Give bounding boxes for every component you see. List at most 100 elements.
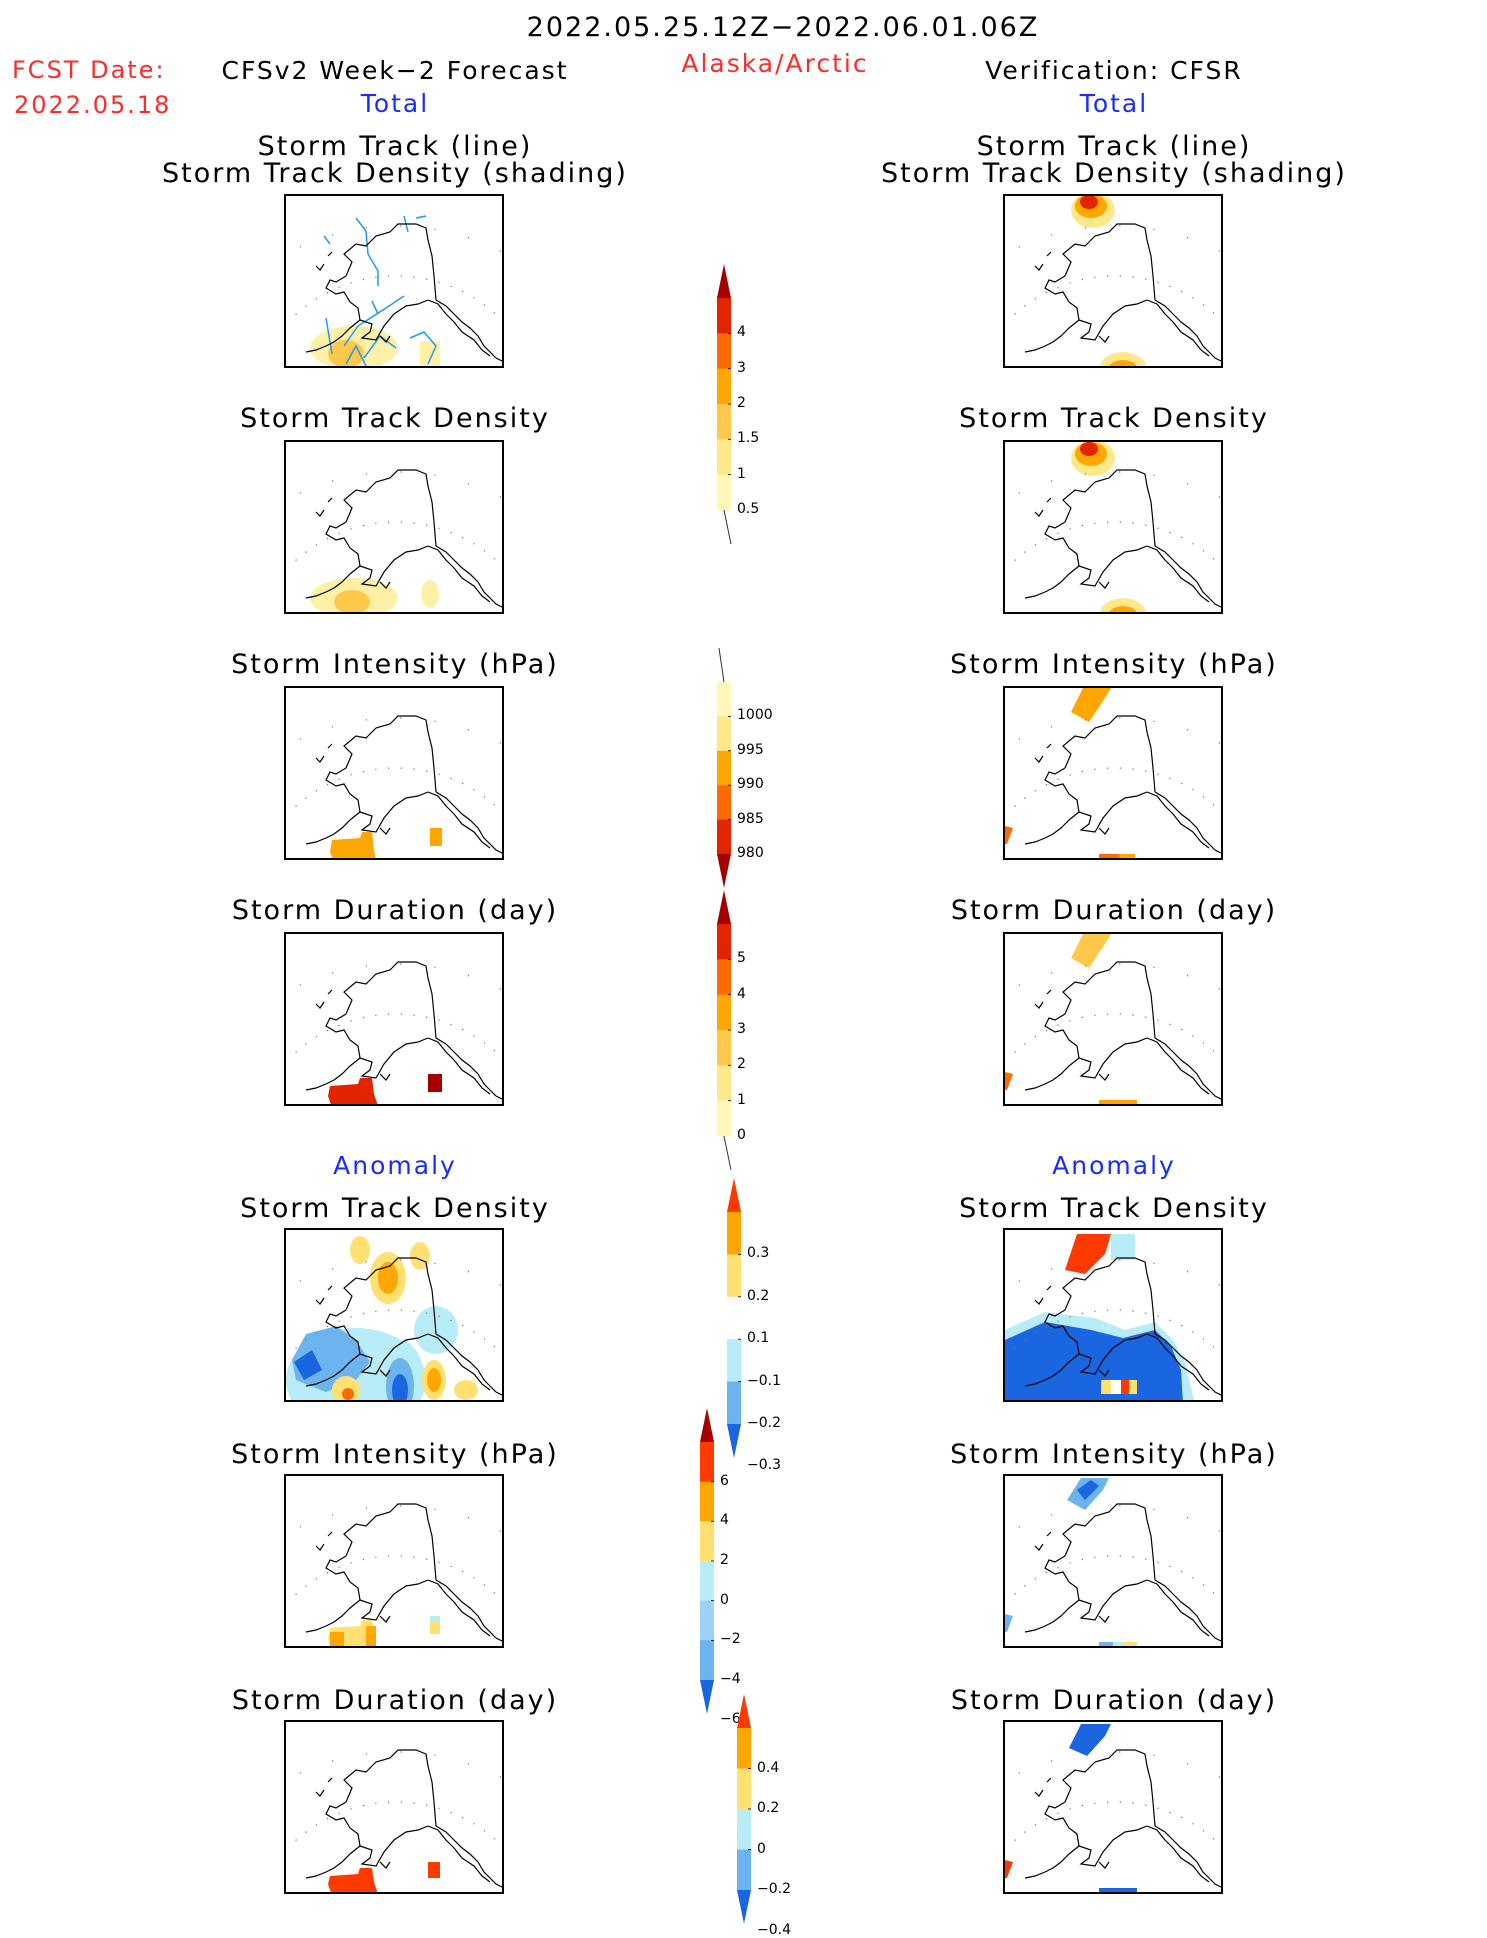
graticule-dot [1024,797,1026,799]
graticule-dot [331,1514,334,1516]
right-duration-title: Storm Duration (day) [950,895,1278,926]
coastline [379,335,391,343]
graticule-dot [295,313,297,315]
colorbar-box [700,1442,714,1483]
colorbar-box [717,1065,731,1102]
coastline [427,731,437,793]
graticule-dot [1084,1261,1087,1263]
colorbar-bottom-arrow [700,1680,714,1714]
coastline [427,545,491,603]
graticule-dot [413,1014,415,1016]
colorbar-tick-label: 0 [737,1127,746,1143]
graticule-dot [350,528,352,530]
graticule-dot [1024,1831,1026,1833]
graticule-dot [1181,1028,1183,1031]
graticule-dot [499,1776,501,1778]
graticule-dot [426,1558,428,1560]
coastline [1024,1057,1080,1091]
coastline [427,791,491,849]
graticule-dot [413,522,415,524]
coastline [315,263,325,271]
graticule-dot [1169,1319,1171,1322]
graticule-dot [438,1019,440,1021]
graticule-dot [438,1561,440,1563]
graticule-dot [499,1530,501,1532]
graticule-dot [338,532,340,534]
colorbar-tick-label: 3 [737,1021,746,1037]
graticule-dot [1034,544,1037,546]
graticule-dot [1034,298,1037,300]
graticule-dot [331,1760,334,1762]
alaska-outline [1014,1503,1223,1642]
colorbar-tick-label: 2 [720,1552,729,1568]
colorbar-box [737,1849,751,1891]
graticule-dot [1222,1601,1223,1602]
coastline [1034,263,1044,271]
graticule-dot [1045,537,1048,540]
graticule-dot [1119,225,1121,227]
graticule-dot [1018,984,1020,986]
graticule-dot [1034,1824,1037,1826]
coastline [325,767,429,833]
graticule-dot [1094,1802,1096,1804]
graticule-dot [305,1585,307,1587]
coastline [1098,1861,1110,1869]
coastline [1062,469,1148,523]
graticule-dot [503,1059,504,1060]
coastline [305,319,361,353]
graticule-dot [305,551,307,553]
shading [1071,442,1147,612]
right-density-title: Storm Track Density [959,403,1269,434]
graticule-dot [1069,1562,1071,1564]
alaska-outline [295,223,502,362]
graticule-dot [438,527,440,529]
colorbar-box [737,1809,751,1850]
left-track-shading-title: Storm Track Density (shading) [162,158,628,189]
colorbar-top-arrow [717,264,731,298]
graticule-dot [1212,1346,1215,1348]
graticule-dot [365,719,368,721]
graticule-dot [338,1024,340,1026]
graticule-dot [299,1280,301,1282]
graticule-dot [1014,1051,1016,1053]
coastline [325,1801,429,1867]
graticule-dot [1018,246,1020,248]
shading [330,828,442,858]
graticule-dot [1106,1555,1109,1557]
graticule-dot [295,1839,297,1841]
graticule-dot [434,474,436,476]
coastline [427,977,437,1039]
graticule-dot [1157,1315,1159,1317]
graticule-dot [1181,1816,1183,1819]
colorbar-density-total: 4 3 2 1.5 1 0.5 [715,264,759,548]
graticule-dot [1014,559,1016,561]
graticule-dot [299,492,301,494]
graticule-dot [1014,313,1016,315]
coastline [1146,1825,1210,1883]
graticule-dot [326,1571,329,1574]
graticule-dot [1218,496,1220,498]
coastline [1098,827,1110,835]
graticule-dot [1081,770,1084,773]
graticule-dot [1212,1050,1215,1052]
graticule-dot [1057,286,1059,288]
graticule-dot [1119,275,1122,277]
graticule-dot [413,1802,415,1804]
graticule-dot [1169,1023,1171,1026]
graticule-dot [400,1259,402,1261]
coastline [379,827,391,835]
graticule-dot [1145,770,1147,772]
coastline [1154,1037,1221,1100]
map-obs-anom-intensity [1003,1474,1223,1648]
shading [328,1616,440,1646]
coastline [327,1777,333,1783]
coastline [1034,509,1044,517]
graticule-dot [450,1565,452,1568]
graticule-dot [493,558,496,560]
alaska-outline [295,715,502,854]
graticule-dot [326,783,329,786]
graticule-dot [1212,312,1215,314]
coastline [1098,335,1110,343]
colorbar-tick-label: 2 [737,1056,746,1073]
alaska-outline [1014,715,1221,854]
